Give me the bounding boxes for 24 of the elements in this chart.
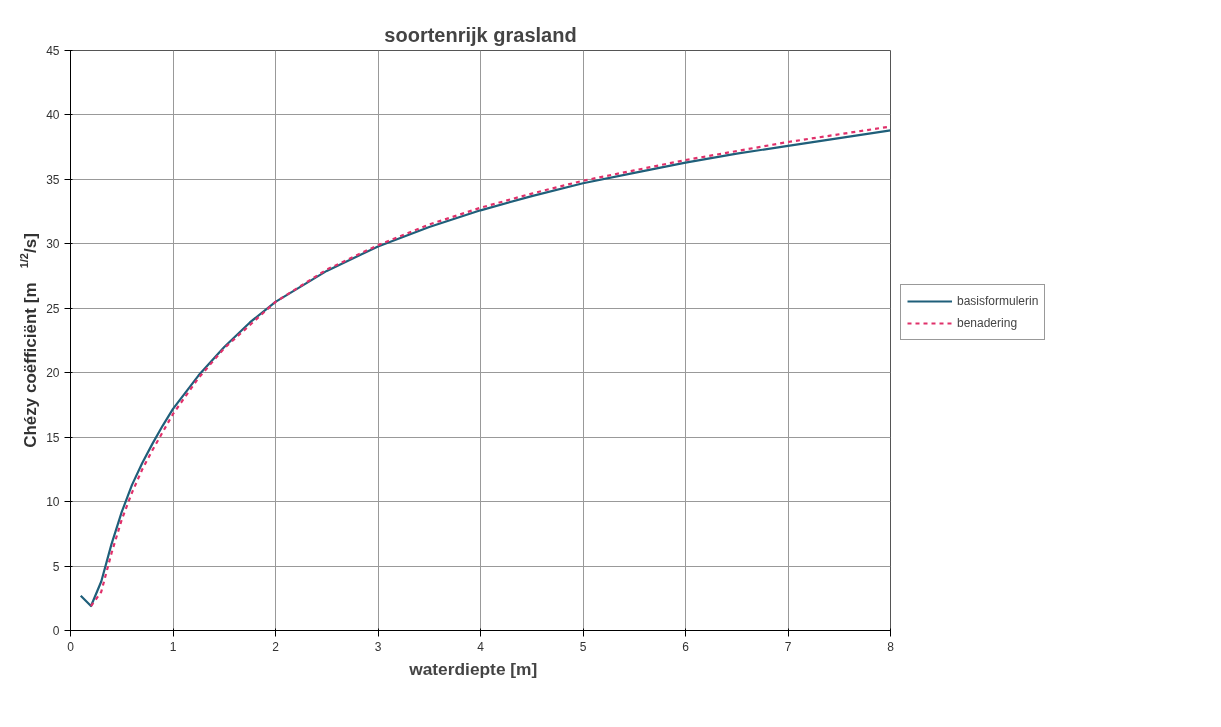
y-tick-label: 30 bbox=[46, 237, 60, 252]
x-tick-label: 2 bbox=[272, 639, 280, 654]
chart-title: soortenrijk grasland bbox=[384, 23, 577, 46]
y-tick-label: 45 bbox=[46, 44, 60, 58]
x-tick-label: 6 bbox=[682, 639, 690, 654]
y-tick-label: 40 bbox=[46, 108, 60, 123]
x-axis-title: waterdiepte [m] bbox=[408, 658, 538, 679]
y-tick-label: 5 bbox=[52, 559, 60, 574]
y-tick-label: 0 bbox=[52, 624, 60, 638]
legend-label: benadering bbox=[957, 316, 1018, 330]
legend-label: basisformulerin bbox=[957, 294, 1039, 308]
x-tick-label: 5 bbox=[579, 639, 587, 654]
y-tick-label: 10 bbox=[46, 495, 60, 510]
y-tick-label: 35 bbox=[46, 172, 60, 187]
y-axis-title: Chézy coëfficiënt [m1/2/s] bbox=[17, 233, 40, 448]
y-tick-label: 25 bbox=[46, 301, 60, 316]
y-tick-label: 20 bbox=[46, 366, 60, 381]
x-tick-label: 0 bbox=[67, 639, 75, 654]
x-tick-label: 1 bbox=[169, 639, 177, 654]
x-tick-label: 7 bbox=[784, 639, 792, 654]
x-tick-label: 4 bbox=[477, 639, 485, 654]
y-tick-label: 15 bbox=[46, 430, 60, 445]
x-tick-label: 3 bbox=[374, 639, 382, 654]
x-tick-label: 8 bbox=[887, 639, 895, 654]
